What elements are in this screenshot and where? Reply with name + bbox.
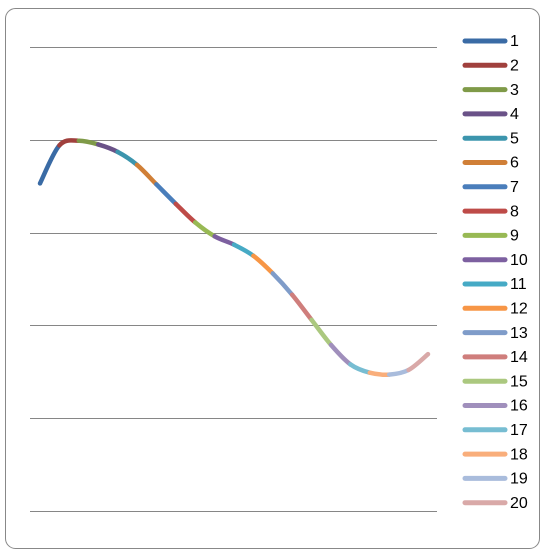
legend-label: 13	[510, 325, 528, 342]
legend-label: 11	[510, 276, 527, 293]
legend-label: 17	[510, 422, 528, 439]
legend-label: 20	[510, 495, 528, 512]
legend-label: 14	[510, 349, 528, 366]
legend-label: 16	[510, 398, 528, 415]
legend-label: 4	[510, 106, 519, 123]
series-line	[270, 271, 295, 298]
series-line	[134, 162, 159, 187]
legend-label: 7	[510, 179, 519, 196]
legend-label: 6	[510, 155, 519, 172]
legend-label: 2	[510, 58, 519, 75]
legend-label: 5	[510, 130, 519, 147]
series-line	[154, 182, 179, 207]
series-line	[309, 317, 334, 348]
legend-label: 18	[510, 446, 528, 463]
legend-label: 10	[510, 252, 528, 269]
legend-label: 19	[510, 471, 528, 488]
legend-label: 3	[510, 82, 519, 99]
series-line	[251, 253, 276, 276]
legend-label: 15	[510, 373, 528, 390]
legend-label: 8	[510, 203, 519, 220]
legend-label: 9	[510, 228, 519, 245]
legend-label: 12	[510, 301, 528, 318]
series-line	[367, 370, 392, 377]
chart-frame	[5, 8, 540, 549]
series-line	[37, 143, 62, 186]
series-line	[289, 292, 314, 323]
series-line	[406, 351, 431, 373]
legend-label: 1	[510, 33, 519, 50]
